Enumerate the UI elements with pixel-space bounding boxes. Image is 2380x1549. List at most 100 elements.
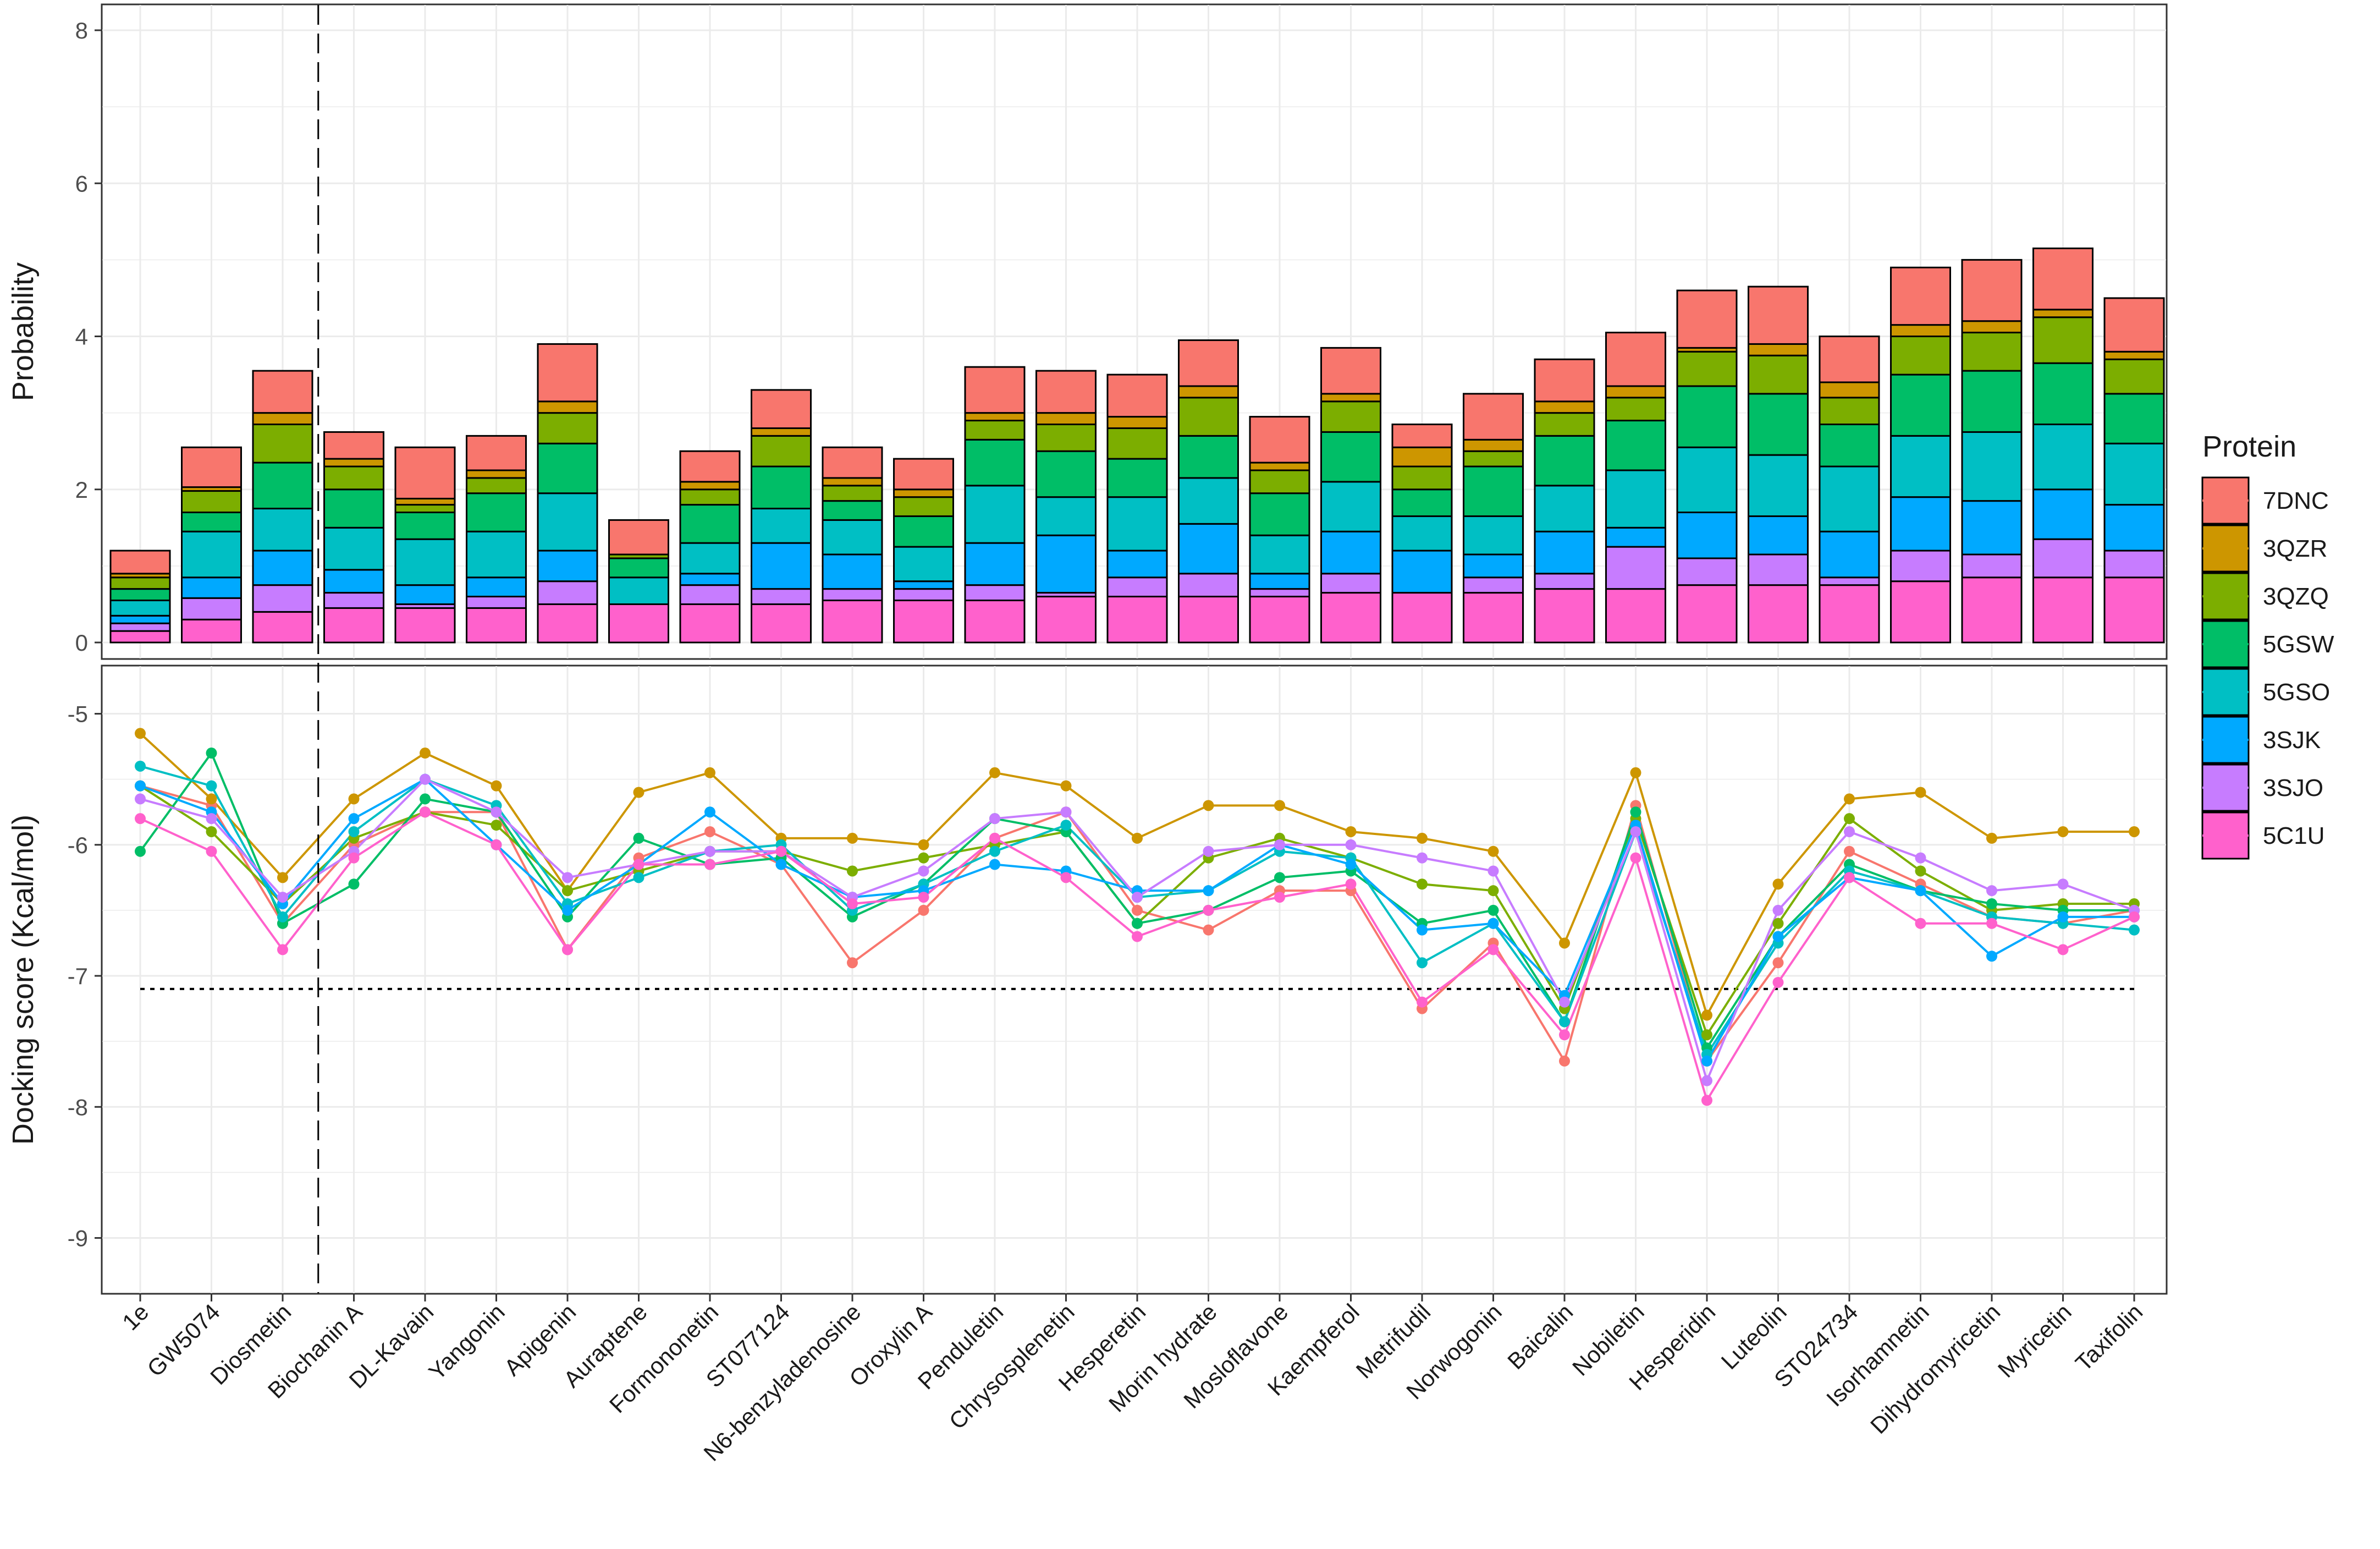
bar-segment-7DNC-1 (181, 446, 242, 488)
point-3SJO-24 (1844, 826, 1855, 837)
bar-segment-5C1U-20 (1534, 588, 1595, 644)
point-3QZR-22 (1701, 1009, 1712, 1021)
bar-segment-3QZR-28 (2103, 350, 2165, 360)
bar-segment-7DNC-19 (1463, 393, 1524, 441)
point-3SJO-20 (1559, 996, 1570, 1008)
bar-segment-5C1U-9 (751, 603, 812, 644)
bar-segment-5GSO-18 (1391, 515, 1453, 552)
point-5GSW-21 (1630, 806, 1641, 818)
point-5C1U-1 (206, 845, 217, 857)
point-5C1U-11 (918, 892, 929, 903)
bar-segment-7DNC-25 (1890, 266, 1951, 326)
bar-segment-5GSW-16 (1249, 492, 1310, 536)
point-3QZQ-22 (1701, 1029, 1712, 1041)
bar-segment-3SJK-26 (1961, 500, 2023, 556)
point-3QZQ-6 (562, 885, 573, 897)
point-5C1U-14 (1132, 931, 1143, 942)
point-3SJK-18 (1417, 924, 1428, 936)
bottom-y-axis-title: Docking score (Kcal/mol) (7, 815, 40, 1145)
bar-segment-5GSW-15 (1178, 435, 1239, 479)
bar-segment-3SJK-1 (181, 576, 242, 599)
bar-segment-3SJK-18 (1391, 550, 1453, 594)
bar-segment-3QZQ-28 (2103, 358, 2165, 395)
bar-segment-3SJO-20 (1534, 573, 1595, 590)
bar-segment-3QZR-20 (1534, 400, 1595, 414)
bar-segment-3QZQ-3 (323, 465, 384, 491)
series-lines (135, 728, 2140, 1106)
bar-segment-5GSW-14 (1106, 458, 1168, 498)
point-3SJO-14 (1132, 892, 1143, 903)
point-7DNC-15 (1203, 924, 1214, 936)
bar-segment-7DNC-18 (1391, 423, 1453, 448)
x-tick-label: Dihydromyricetin (1865, 1299, 2005, 1438)
point-3QZR-20 (1559, 937, 1570, 949)
point-3SJO-27 (2057, 878, 2069, 890)
bar-segment-3QZQ-9 (751, 435, 812, 468)
bar-segment-7DNC-21 (1605, 332, 1666, 387)
bar-segment-5GSO-14 (1106, 496, 1168, 552)
bar-segment-5GSW-13 (1035, 450, 1097, 498)
point-3QZQ-18 (1417, 878, 1428, 890)
point-3QZQ-11 (918, 852, 929, 864)
bar-segment-5C1U-26 (1961, 576, 2023, 644)
point-5C1U-6 (562, 944, 573, 955)
bar-segment-5GSW-8 (679, 504, 741, 544)
bar-segment-5GSO-15 (1178, 477, 1239, 525)
bar-segment-3SJO-17 (1320, 573, 1381, 594)
bar-segment-5GSO-0 (109, 599, 171, 617)
point-3SJO-2 (277, 892, 288, 903)
point-3SJO-23 (1772, 904, 1784, 916)
point-5C1U-3 (348, 852, 360, 864)
point-7DNC-8 (704, 826, 715, 837)
bar-segment-5GSO-6 (537, 492, 598, 552)
point-5GSW-4 (420, 793, 431, 805)
point-5C1U-25 (1915, 918, 1926, 929)
x-tick-label: Baicalin (1502, 1299, 1578, 1374)
bar-segment-3SJO-2 (252, 584, 313, 613)
point-5GSO-3 (348, 826, 360, 837)
bar-segment-3SJO-23 (1748, 553, 1809, 586)
bar-segment-3SJK-2 (252, 550, 313, 586)
point-3QZR-3 (348, 793, 360, 805)
docking-panel: -5 -6 -7 -8 -9 Docking score (Kcal/mol) (7, 664, 2168, 1295)
bar-segment-5GSW-4 (394, 511, 456, 540)
bar-segment-7DNC-11 (893, 458, 954, 491)
legend-point (2220, 734, 2231, 745)
bar-segment-3SJK-17 (1320, 530, 1381, 575)
bar-segment-5C1U-10 (822, 599, 883, 644)
point-3QZR-23 (1772, 878, 1784, 890)
bar-segment-3QZR-14 (1106, 416, 1168, 429)
bar-segment-5C1U-11 (893, 599, 954, 644)
bar-segment-3SJO-26 (1961, 553, 2023, 579)
bar-segment-3SJK-6 (537, 550, 598, 583)
legend-label: 5C1U (2263, 822, 2325, 849)
legend-point (2220, 639, 2231, 650)
bar-segment-5GSW-28 (2103, 393, 2165, 444)
legend-label: 5GSW (2263, 631, 2334, 658)
bar-segment-3SJK-4 (394, 584, 456, 605)
point-5C1U-2 (277, 944, 288, 955)
bar-segment-3QZR-23 (1748, 343, 1809, 356)
bottom-panel-border (101, 664, 2168, 1295)
point-7DNC-14 (1132, 904, 1143, 916)
bar-segment-5GSW-25 (1890, 373, 1951, 437)
bar-segment-5GSO-24 (1819, 465, 1880, 532)
point-5GSO-0 (135, 760, 146, 772)
point-3SJO-13 (1060, 806, 1072, 818)
bar-segment-5C1U-21 (1605, 588, 1666, 644)
point-5C1U-5 (491, 839, 502, 850)
bottom-y-ticks: -5 -6 -7 -8 -9 (68, 701, 102, 1251)
bar-segment-5GSO-25 (1890, 435, 1951, 498)
point-5C1U-8 (704, 859, 715, 870)
bar-segment-7DNC-5 (466, 435, 527, 471)
bar-segment-5C1U-22 (1676, 584, 1738, 644)
point-3SJO-22 (1701, 1075, 1712, 1086)
bar-segment-5GSO-10 (822, 519, 883, 556)
point-3SJK-17 (1345, 859, 1357, 870)
point-3QZR-17 (1345, 826, 1357, 837)
point-3SJO-25 (1915, 852, 1926, 864)
point-5C1U-16 (1274, 892, 1285, 903)
point-5GSW-0 (135, 845, 146, 857)
bar-segment-5GSO-5 (466, 530, 527, 579)
